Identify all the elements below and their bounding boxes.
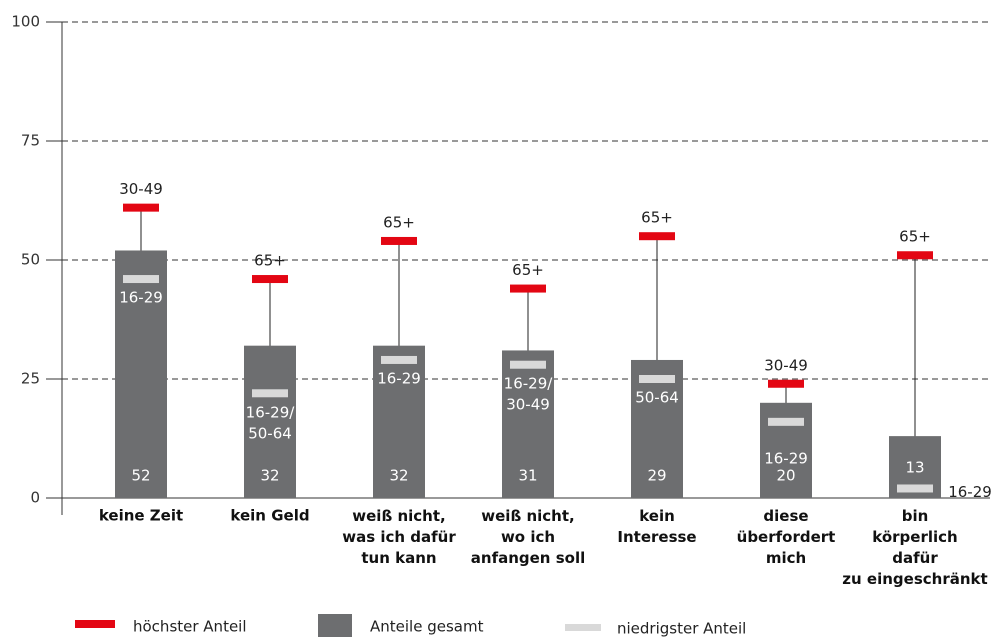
value-label: 32	[260, 467, 279, 485]
value-label: 20	[776, 467, 795, 485]
high-label: 65+	[254, 252, 286, 270]
low-marker	[381, 355, 417, 364]
low-marker	[252, 389, 288, 398]
bar	[244, 345, 296, 498]
low-marker	[510, 360, 546, 369]
high-marker	[897, 251, 933, 260]
low-marker	[897, 484, 933, 493]
x-tick-label: kein Geld	[230, 507, 309, 525]
high-marker	[381, 236, 417, 245]
high-marker	[510, 284, 546, 293]
value-label: 13	[905, 459, 924, 477]
value-label: 52	[131, 467, 150, 485]
x-tick-label: keine Zeit	[99, 507, 183, 525]
legend-swatch	[318, 614, 352, 637]
low-label: 16-29	[119, 289, 163, 307]
x-tick-label: weiß nicht, was ich dafür tun kann	[342, 507, 456, 567]
x-tick-label: diese überfordert mich	[737, 507, 836, 567]
value-label: 32	[389, 467, 408, 485]
low-marker	[639, 375, 675, 383]
bar	[115, 250, 167, 498]
high-label: 65+	[641, 209, 673, 227]
high-marker	[123, 203, 159, 212]
value-label: 31	[518, 467, 537, 485]
x-tick-label: kein Interesse	[617, 507, 696, 546]
high-marker	[639, 232, 675, 241]
y-tick-label: 25	[21, 370, 40, 388]
high-marker	[252, 275, 288, 284]
bar	[502, 350, 554, 498]
legend-label: niedrigster Anteil	[617, 620, 746, 637]
y-tick-label: 0	[30, 489, 40, 507]
x-tick-label: weiß nicht, wo ich anfangen soll	[471, 507, 585, 567]
low-label: 16-29/50-64	[246, 403, 296, 442]
low-marker	[123, 275, 159, 284]
value-label: 29	[647, 467, 666, 485]
legend-label: höchster Anteil	[133, 618, 247, 636]
high-label: 65+	[383, 213, 415, 231]
x-tick-label: bin körperlich dafür zu eingeschränkt	[842, 507, 987, 588]
high-label: 30-49	[764, 356, 808, 374]
y-tick-label: 100	[11, 13, 40, 31]
low-label: 50-64	[635, 389, 679, 407]
low-label: 16-29	[377, 369, 421, 387]
low-label: 16-29	[764, 449, 808, 467]
high-label: 65+	[512, 261, 544, 279]
high-label: 30-49	[119, 180, 163, 198]
low-marker	[768, 417, 804, 426]
y-tick-label: 75	[21, 132, 40, 150]
legend-swatch	[75, 620, 115, 628]
y-tick-label: 50	[21, 251, 40, 269]
bar	[373, 345, 425, 498]
legend-label: Anteile gesamt	[370, 618, 484, 636]
high-marker	[768, 379, 804, 388]
legend-swatch	[565, 624, 601, 631]
high-label: 65+	[899, 228, 931, 246]
low-label: 16-29/30-49	[504, 374, 554, 413]
low-label: 16-29	[948, 483, 992, 501]
